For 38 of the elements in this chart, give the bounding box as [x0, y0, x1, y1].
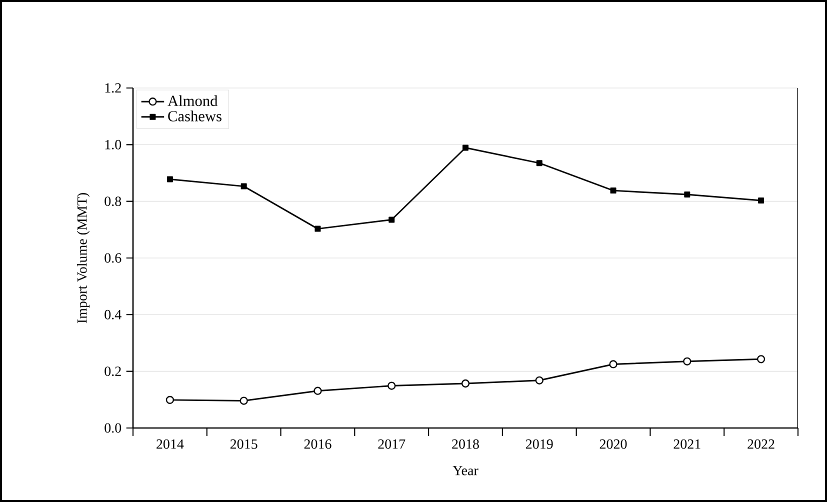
point: [683, 357, 692, 366]
x-axis-title: Year: [452, 466, 478, 476]
point: [314, 386, 322, 395]
point: [684, 192, 690, 198]
y-tick-label: 0.2: [104, 366, 121, 376]
x-tick-label: 2022: [748, 439, 774, 449]
point: [240, 396, 248, 405]
x-tick-label: 2021: [674, 439, 700, 449]
point: [166, 396, 174, 404]
point: [166, 176, 173, 182]
x-tick-label: 2016: [304, 439, 332, 449]
point: [536, 160, 542, 166]
point: [535, 376, 544, 384]
legend-label: Almond: [168, 95, 218, 106]
y-tick-label: 0.4: [104, 310, 122, 320]
point: [609, 360, 618, 368]
point: [610, 188, 616, 194]
point: [756, 355, 766, 364]
legend-label: Cashews: [168, 110, 222, 122]
x-tick-label: 2018: [452, 439, 479, 449]
point: [388, 216, 395, 223]
y-tick-label: 1.2: [105, 83, 121, 93]
point: [240, 183, 247, 190]
x-tick-label: 2017: [378, 439, 406, 449]
point: [461, 379, 470, 388]
point: [314, 226, 321, 232]
x-tick-label: 2015: [230, 439, 258, 449]
point: [758, 197, 764, 204]
y-tick-label: 0.0: [104, 423, 122, 433]
y-tick-label: 1.0: [105, 140, 122, 150]
y-tick-label: 0.8: [104, 196, 122, 206]
x-tick-label: 2014: [156, 439, 184, 449]
point: [462, 144, 468, 151]
y-axis-title: Import Volume (MMT): [76, 193, 90, 324]
x-tick-label: 2019: [526, 439, 553, 449]
y-tick-label: 0.6: [104, 253, 122, 263]
x-tick-label: 2020: [600, 439, 627, 449]
point: [388, 382, 396, 390]
